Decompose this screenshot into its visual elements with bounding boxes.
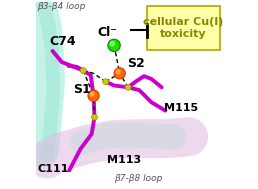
Circle shape	[110, 41, 115, 46]
Circle shape	[108, 39, 120, 52]
Bar	[147, 6, 220, 50]
Text: C74: C74	[50, 35, 76, 48]
Text: C111: C111	[38, 164, 69, 174]
Text: M115: M115	[164, 103, 199, 113]
Text: S1: S1	[73, 83, 91, 96]
Text: β3-β4 loop: β3-β4 loop	[37, 2, 85, 11]
Text: β7-β8 loop: β7-β8 loop	[114, 174, 163, 183]
Text: Cl⁻: Cl⁻	[97, 26, 117, 39]
Text: cellular Cu(I)
toxicity: cellular Cu(I) toxicity	[143, 17, 224, 39]
Circle shape	[116, 70, 120, 74]
Text: S2: S2	[127, 57, 145, 70]
Circle shape	[80, 67, 86, 74]
Circle shape	[88, 90, 99, 101]
Circle shape	[92, 114, 98, 120]
Circle shape	[103, 79, 109, 85]
Circle shape	[90, 92, 94, 96]
Text: M113: M113	[107, 155, 141, 165]
Circle shape	[125, 84, 131, 90]
Circle shape	[114, 68, 125, 79]
